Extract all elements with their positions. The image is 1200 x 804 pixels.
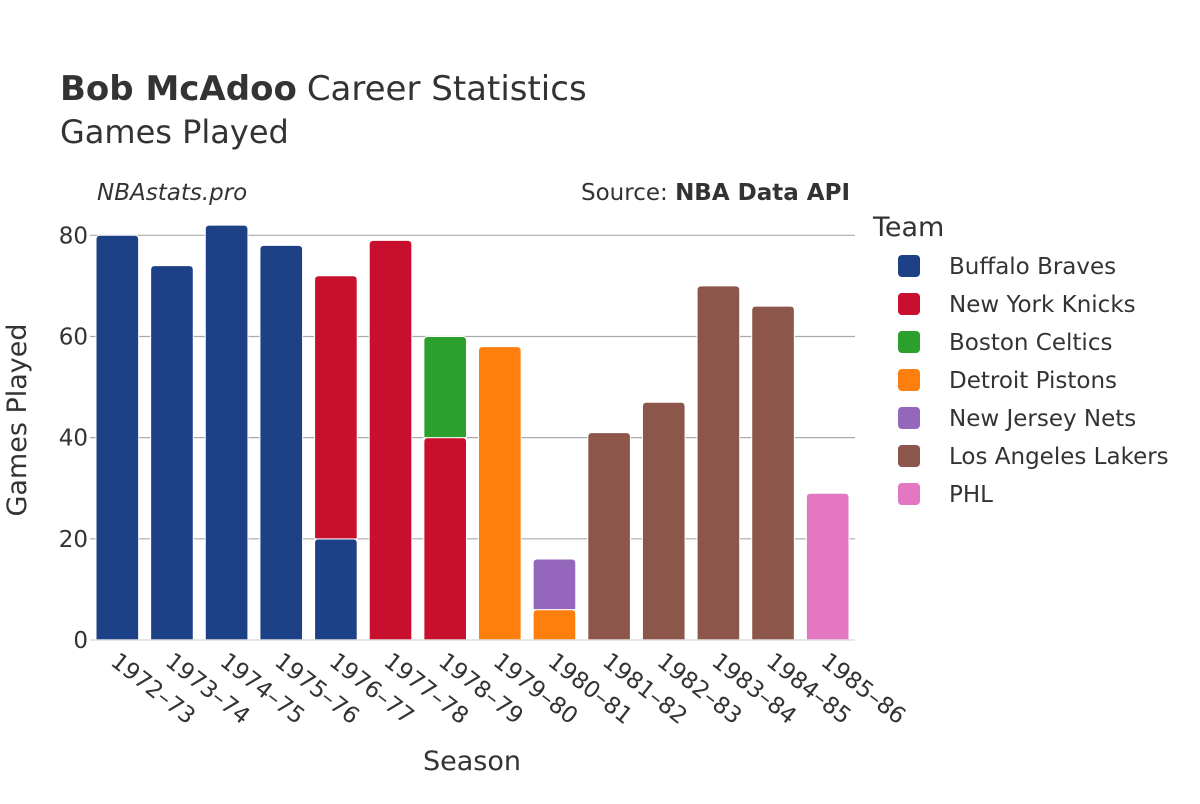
- legend: Buffalo Braves New York Knicks Boston Celt…: [898, 254, 1169, 508]
- legend-label: PHL: [949, 482, 993, 508]
- bars: [95, 224, 850, 641]
- bar-segment: [259, 244, 304, 641]
- x-axis-title: Season: [423, 746, 521, 777]
- legend-swatch: [898, 483, 920, 505]
- bar-segment: [696, 285, 741, 641]
- bar-segment: [423, 437, 467, 641]
- legend-title: Team: [872, 212, 944, 243]
- bar-segment: [641, 401, 686, 641]
- bar-segment: [805, 492, 850, 641]
- watermark: NBAstats.pro: [97, 180, 247, 206]
- bar-segment: [532, 558, 577, 611]
- legend-swatch: [898, 331, 920, 353]
- legend-swatch: [898, 407, 920, 429]
- y-axis-title: Games Played: [2, 323, 33, 516]
- bar-segment: [532, 609, 577, 641]
- bar-segment: [204, 224, 249, 641]
- bar-segment: [587, 432, 631, 641]
- legend-label: Boston Celtics: [949, 330, 1112, 356]
- source-credit: Source: NBA Data API: [581, 180, 850, 206]
- legend-swatch: [898, 255, 920, 277]
- y-tick-label: 40: [59, 426, 88, 452]
- legend-label: Los Angeles Lakers: [949, 444, 1169, 470]
- bar-segment: [751, 305, 795, 641]
- legend-label: New Jersey Nets: [949, 406, 1136, 432]
- legend-label: Buffalo Braves: [949, 254, 1116, 280]
- bar-segment: [314, 275, 358, 540]
- y-tick-label: 20: [59, 527, 88, 553]
- y-tick-label: 0: [73, 628, 88, 654]
- source-name: NBA Data API: [675, 180, 850, 206]
- source-prefix: Source:: [581, 180, 675, 206]
- gridlines: [90, 234, 855, 540]
- chart-title-bold: Bob McAdoo: [60, 69, 297, 109]
- bar-segment: [368, 239, 413, 641]
- y-tick-label: 80: [59, 223, 88, 249]
- legend-swatch: [898, 293, 920, 315]
- chart-title: Bob McAdoo Career Statistics: [60, 69, 587, 109]
- chart-subtitle: Games Played: [60, 113, 289, 151]
- bar-segment: [423, 335, 467, 439]
- legend-label: New York Knicks: [949, 292, 1136, 318]
- bar-segment: [478, 346, 522, 641]
- bar-segment: [95, 234, 140, 641]
- legend-swatch: [898, 445, 920, 467]
- y-tick-label: 60: [59, 324, 88, 350]
- bar-segment: [150, 265, 194, 641]
- bar-segment: [314, 538, 358, 641]
- legend-swatch: [898, 369, 920, 391]
- chart-title-rest: Career Statistics: [307, 69, 587, 109]
- legend-label: Detroit Pistons: [949, 368, 1117, 394]
